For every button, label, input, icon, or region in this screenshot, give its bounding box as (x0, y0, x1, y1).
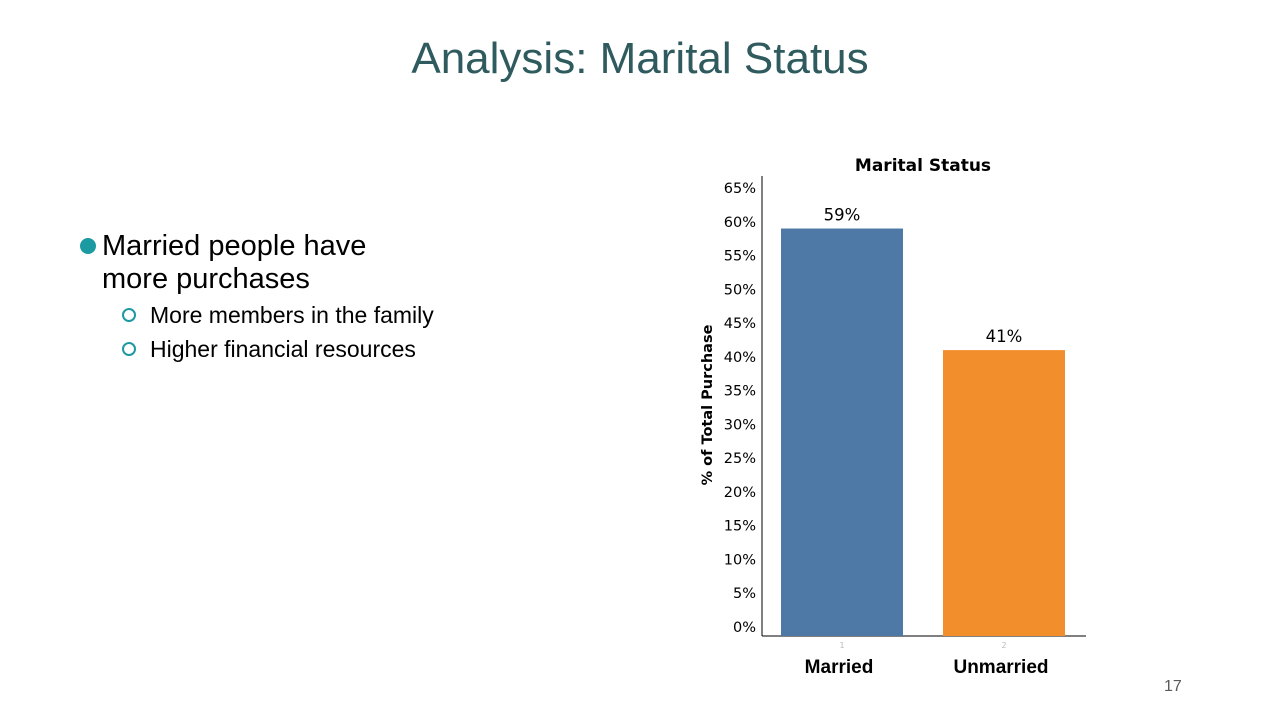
bullet-dot-icon (80, 238, 96, 254)
sub-bullet-text: More members in the family (150, 302, 434, 328)
y-tick-label: 25% (724, 451, 756, 467)
sub-bullet-item: Higher financial resources (122, 336, 440, 363)
y-tick-label: 5% (733, 586, 756, 602)
bullet-item-married: Married people have more purchases (80, 230, 440, 296)
y-tick-label: 15% (724, 519, 756, 535)
data-label: 41% (986, 327, 1023, 346)
bar-unmarried (943, 350, 1065, 636)
y-tick-label: 40% (724, 350, 756, 366)
y-tick-label: 10% (724, 552, 756, 568)
y-tick-label: 60% (724, 215, 756, 231)
y-tick-label: 50% (724, 282, 756, 298)
sub-bullet-text: Higher financial resources (150, 336, 416, 362)
chart-title: Marital Status (855, 156, 991, 176)
bar-married (781, 228, 903, 636)
slide-title: Analysis: Marital Status (411, 34, 869, 83)
y-tick-label: 0% (733, 620, 756, 636)
bullet-text: Married people have more purchases (102, 230, 367, 295)
sub-bullet-item: More members in the family (122, 302, 440, 329)
y-tick-label: 45% (724, 316, 756, 332)
bullet-ring-icon (122, 342, 136, 356)
y-tick-label: 55% (724, 249, 756, 265)
y-axis-label: % of Total Purchase (700, 324, 716, 485)
page-number: 17 (1164, 678, 1182, 695)
x-tick-label: 2 (1001, 641, 1006, 650)
sub-bullet-list: More members in the family Higher financ… (80, 302, 440, 363)
y-tick-label: 20% (724, 485, 756, 501)
x-tick-label: 1 (839, 641, 844, 650)
y-tick-label: 35% (724, 384, 756, 400)
bullet-ring-icon (122, 308, 136, 322)
y-tick-label: 65% (724, 181, 756, 197)
category-label: Unmarried (953, 657, 1048, 678)
y-tick-label: 30% (724, 417, 756, 433)
bullet-list: Married people have more purchases More … (80, 230, 440, 370)
category-label: Married (805, 657, 874, 678)
data-label: 59% (824, 206, 861, 225)
